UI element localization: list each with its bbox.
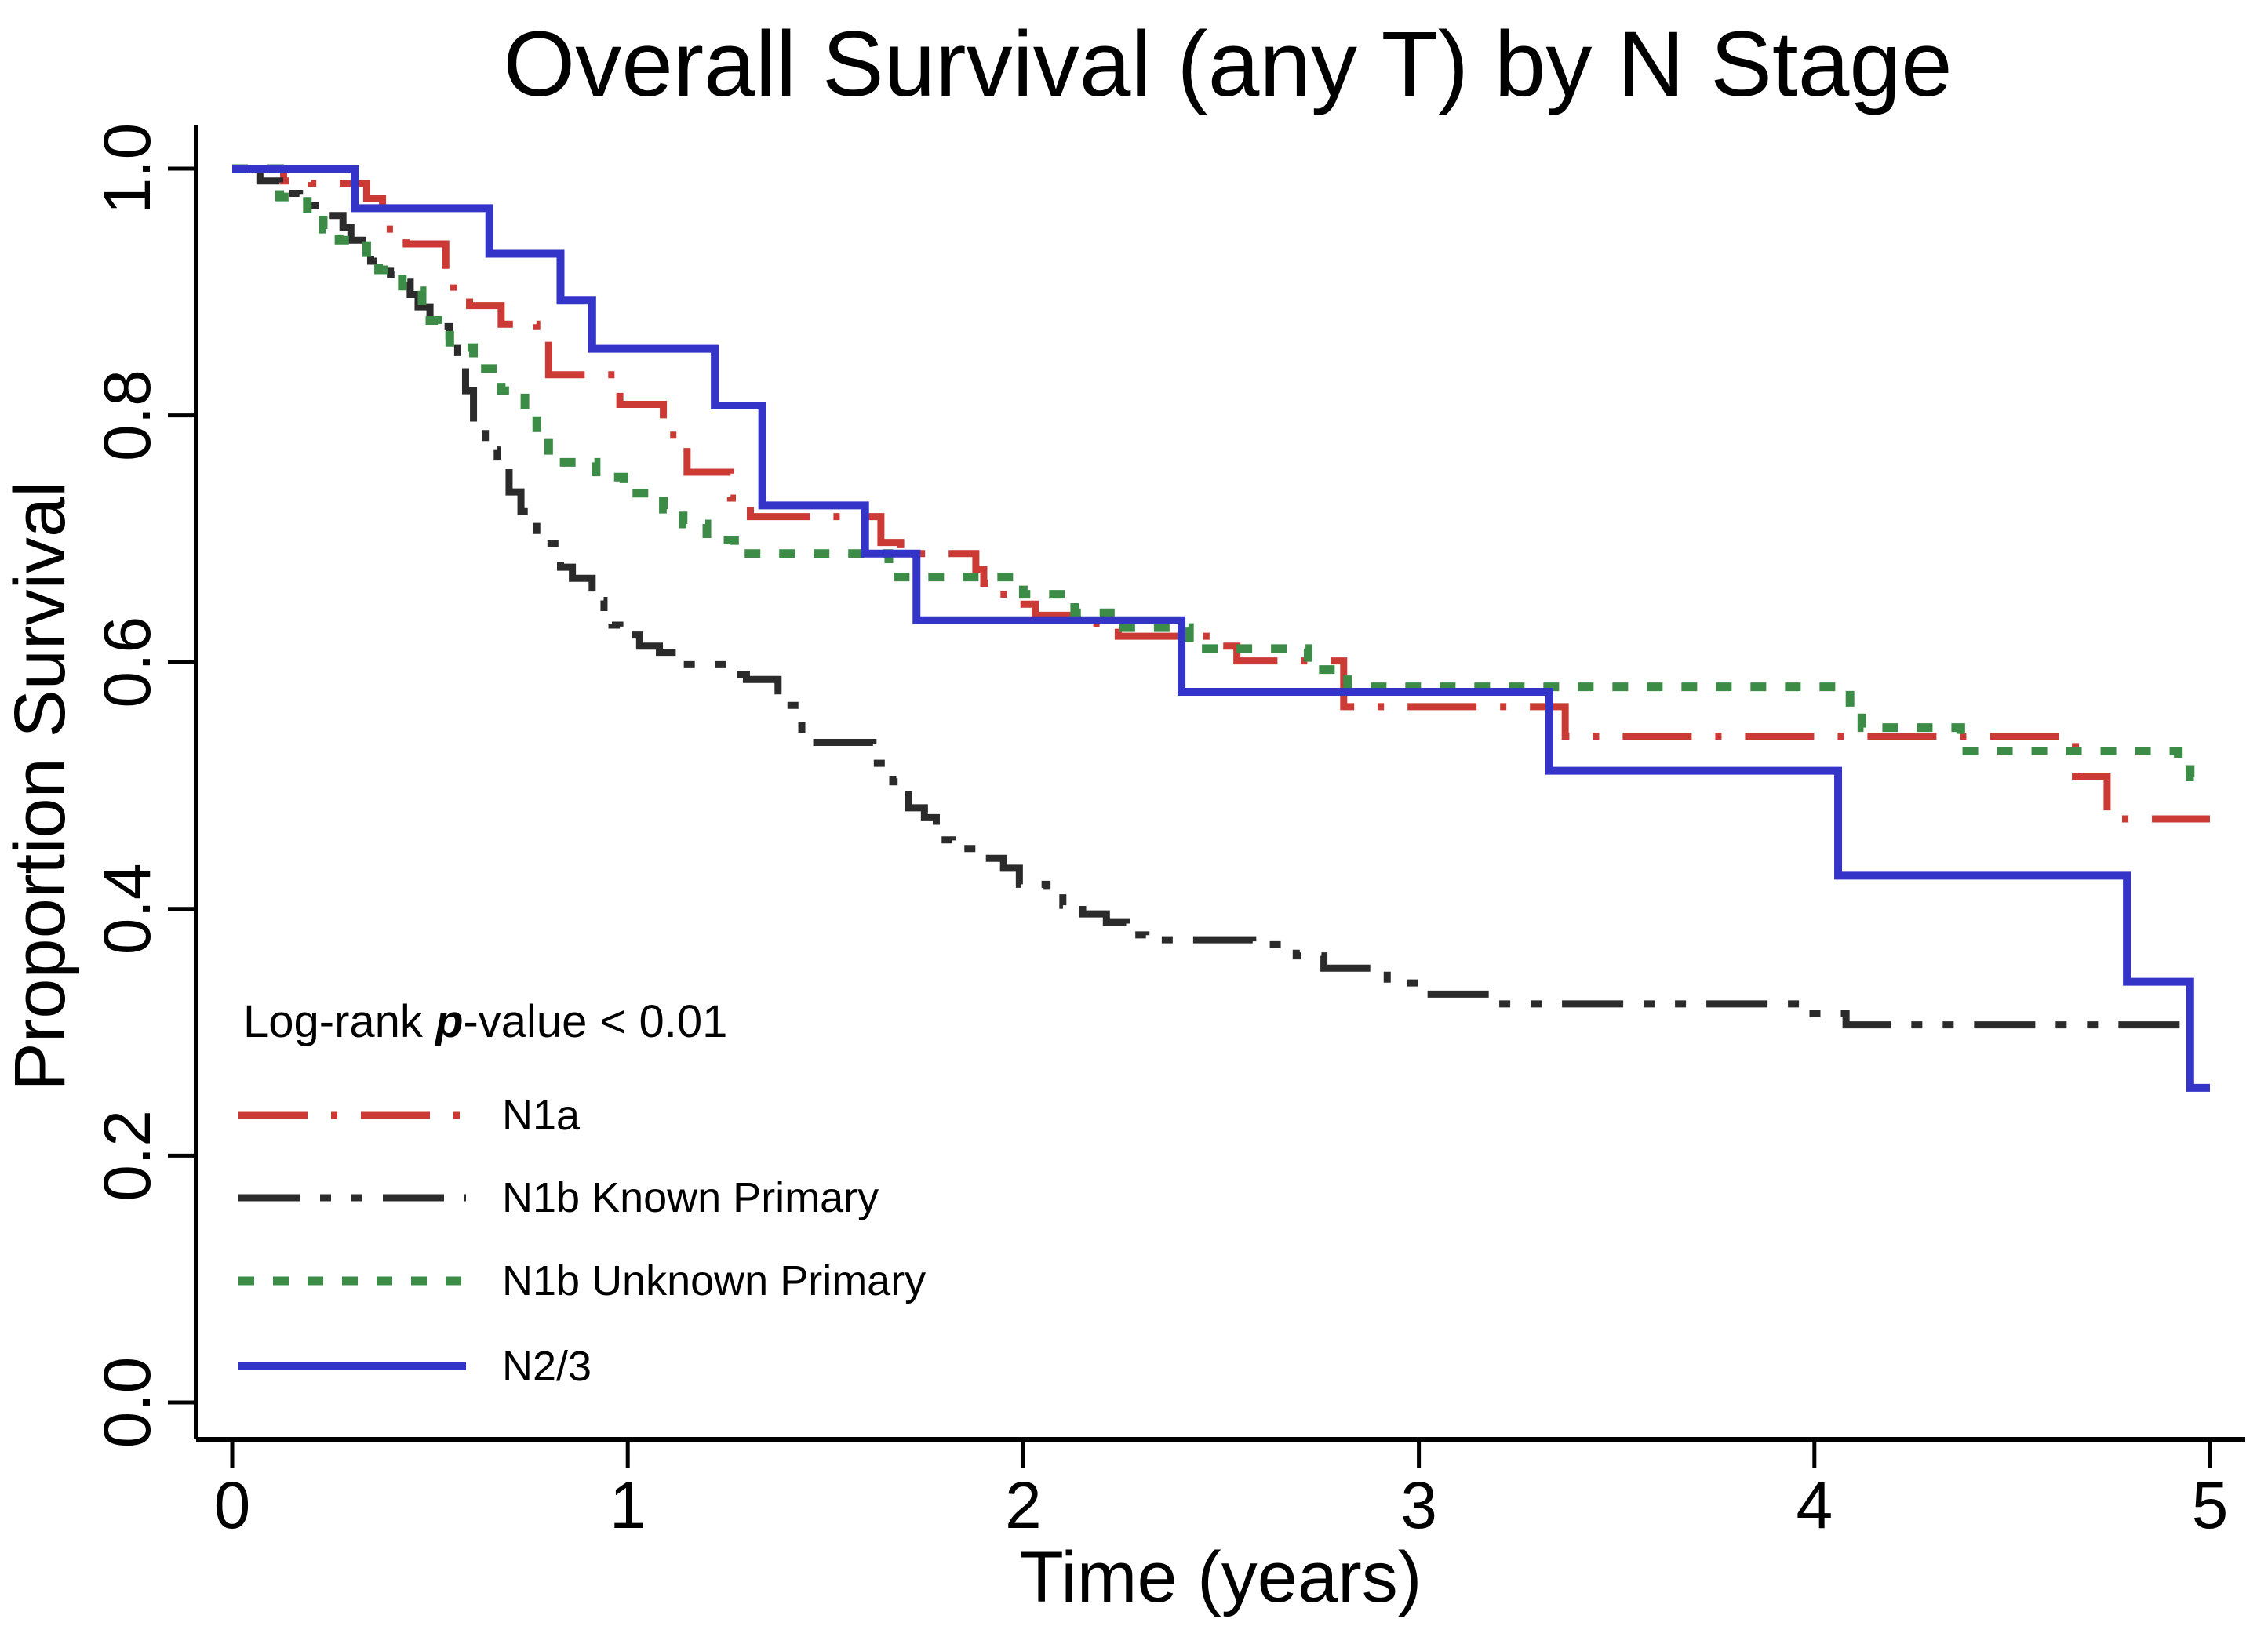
log-rank-p-value: Log-rank p-value < 0.01 <box>243 996 727 1047</box>
x-tick-label: 1 <box>610 1468 646 1542</box>
y-axis-ticks: 0.0 0.2 0.4 0.6 0.8 1.0 <box>90 123 196 1449</box>
x-axis-ticks: 0 1 2 3 4 5 <box>214 1439 2229 1542</box>
survival-curves <box>232 164 2210 1092</box>
x-tick-label: 5 <box>2192 1468 2229 1542</box>
y-tick-label: 0.8 <box>90 369 164 461</box>
survival-curve-n2-3 <box>232 165 2210 1092</box>
legend-label-1: N1a <box>502 1092 581 1139</box>
y-tick-label: 0.0 <box>90 1357 164 1449</box>
x-tick-label: 4 <box>1796 1468 1833 1542</box>
x-tick-label: 0 <box>214 1468 251 1542</box>
survival-curve-n1b-known-primary <box>232 165 2198 1029</box>
y-tick-label: 0.2 <box>90 1110 164 1202</box>
legend-label-4: N2/3 <box>502 1343 592 1390</box>
y-tick-label: 0.4 <box>90 863 164 955</box>
legend: Log-rank p-value < 0.01 N1a N1b Known Prim… <box>238 996 926 1390</box>
y-tick-label: 1.0 <box>90 123 164 215</box>
legend-label-2: N1b Known Primary <box>502 1174 879 1221</box>
y-tick-label: 0.6 <box>90 617 164 708</box>
legend-label-3: N1b Unknown Primary <box>502 1257 926 1304</box>
y-axis-title: Proportion Survival <box>0 481 80 1090</box>
survival-curve-n1b-unknown-primary <box>232 164 2210 781</box>
x-tick-label: 3 <box>1400 1468 1437 1542</box>
chart-title: Overall Survival (any T) by N Stage <box>503 13 1952 116</box>
x-tick-label: 2 <box>1005 1468 1042 1542</box>
survival-curve-n1a <box>232 165 2210 823</box>
x-axis-title: Time (years) <box>1020 1537 1422 1617</box>
